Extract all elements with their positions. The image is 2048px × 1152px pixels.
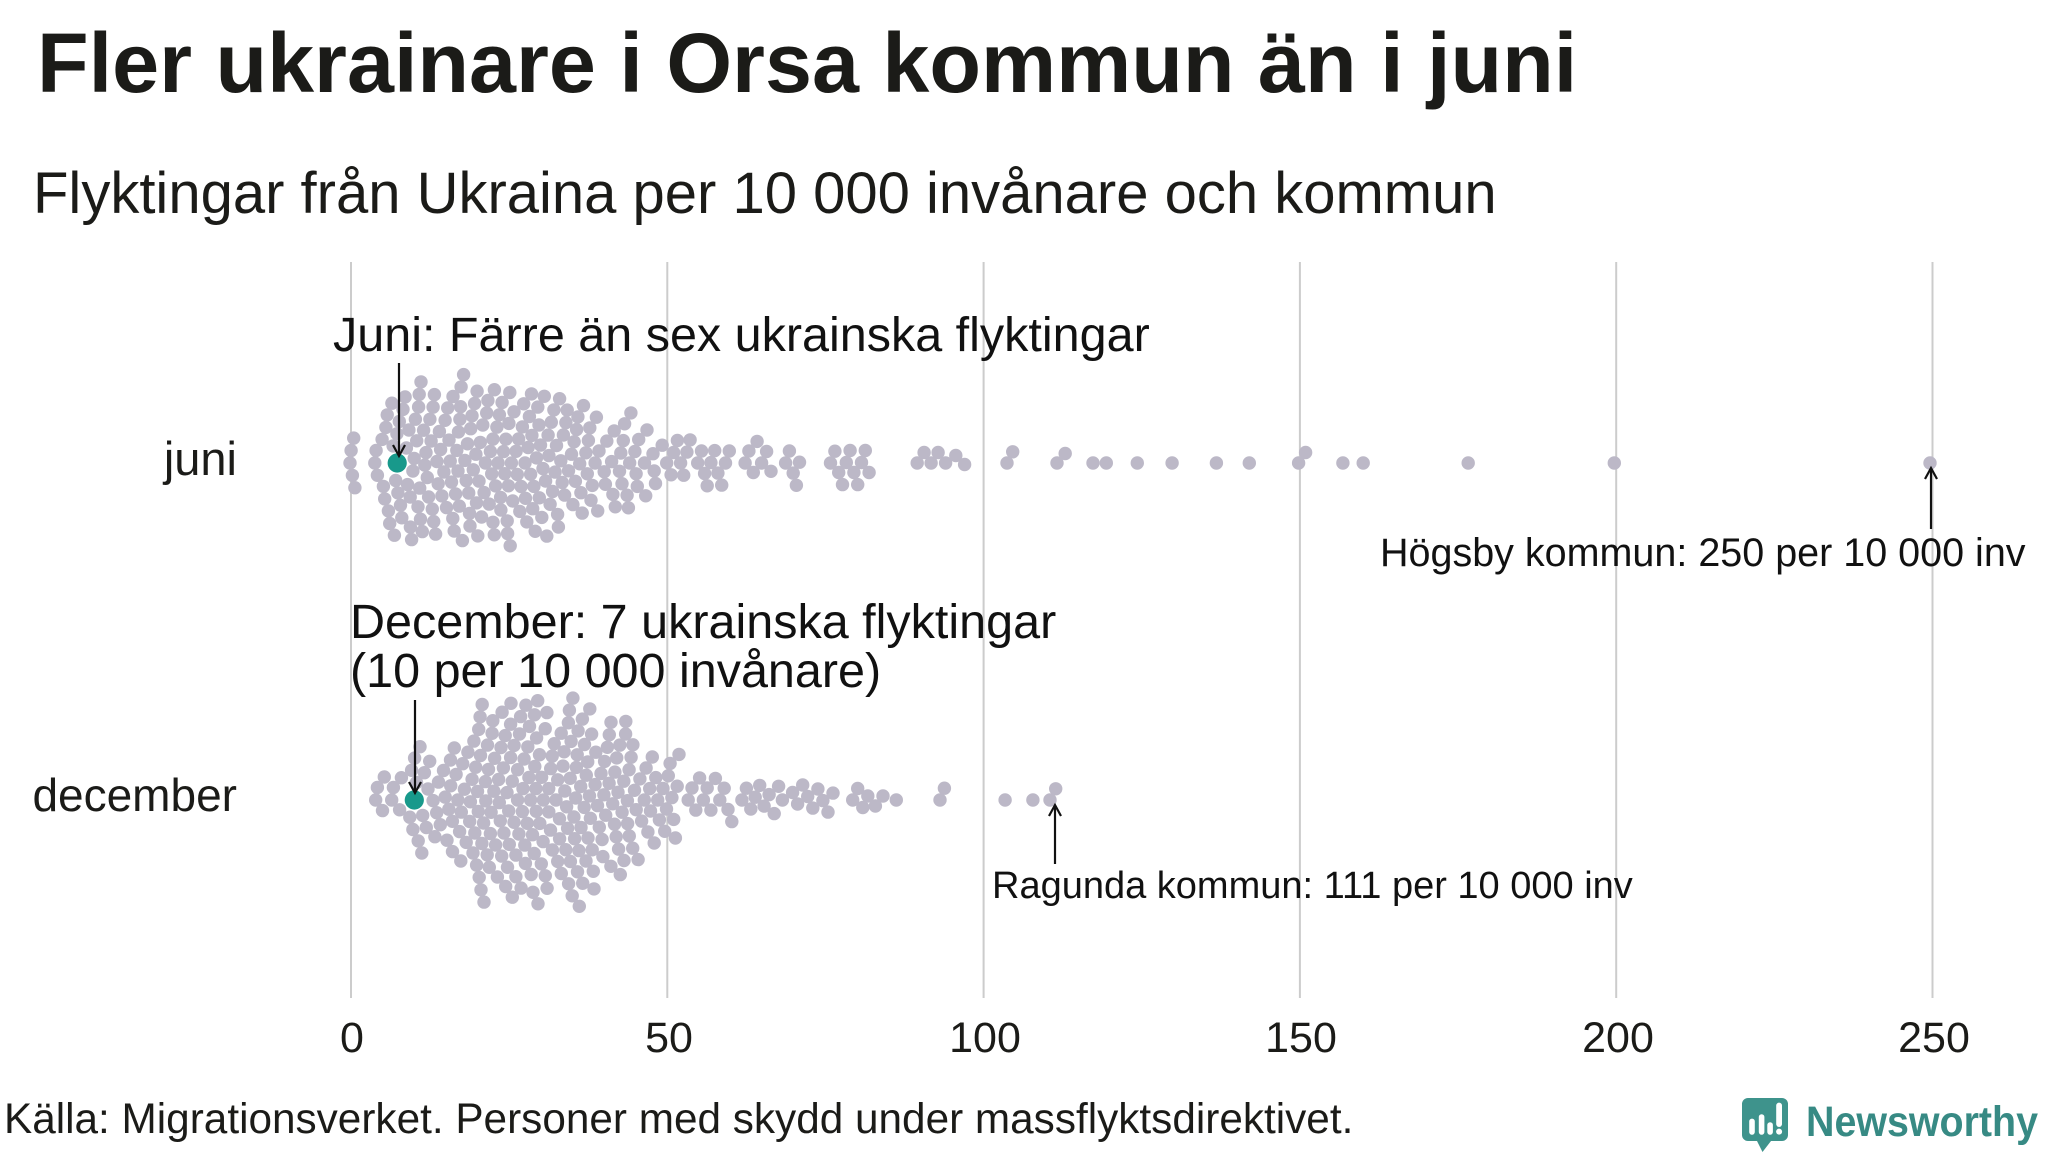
svg-text:Högsby kommun: 250 per 10 000: Högsby kommun: 250 per 10 000 inv — [1380, 531, 2026, 575]
svg-text:Juni: Färre än sex ukrainska f: Juni: Färre än sex ukrainska flyktingar — [333, 308, 1150, 362]
svg-text:Ragunda kommun: 111 per 10 000: Ragunda kommun: 111 per 10 000 inv — [992, 865, 1633, 907]
svg-text:Newsworthy: Newsworthy — [1806, 1098, 2038, 1146]
svg-text:December: 7 ukrainska flykting: December: 7 ukrainska flyktingar — [350, 595, 1056, 649]
svg-text:150: 150 — [1265, 1014, 1337, 1062]
svg-text:Flyktingar från Ukraina per 10: Flyktingar från Ukraina per 10 000 invån… — [33, 161, 1497, 226]
svg-text:juni: juni — [162, 432, 237, 485]
svg-text:Fler ukrainare i Orsa kommun ä: Fler ukrainare i Orsa kommun än i juni — [37, 16, 1577, 110]
svg-text:0: 0 — [340, 1014, 364, 1062]
svg-text:Källa: Migrationsverket. Perso: Källa: Migrationsverket. Personer med sk… — [4, 1095, 1353, 1142]
svg-text:(10 per 10 000 invånare): (10 per 10 000 invånare) — [350, 644, 881, 698]
svg-text:december: december — [32, 769, 237, 821]
svg-text:50: 50 — [645, 1014, 693, 1062]
svg-text:250: 250 — [1898, 1014, 1970, 1062]
svg-text:200: 200 — [1582, 1014, 1654, 1062]
svg-text:100: 100 — [949, 1014, 1021, 1062]
